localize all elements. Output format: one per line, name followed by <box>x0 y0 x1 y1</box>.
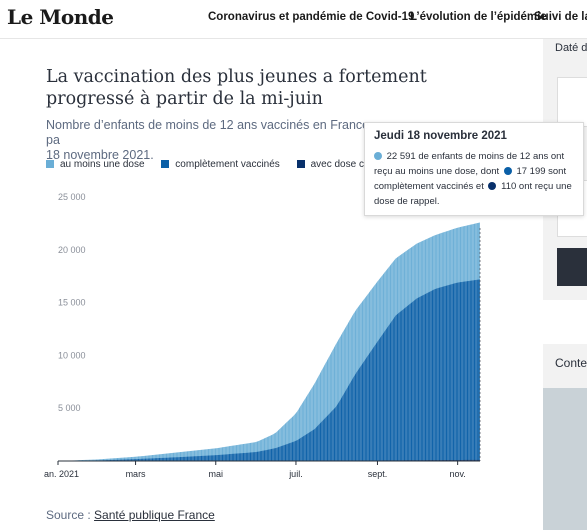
source-label: Source : <box>46 508 91 522</box>
nav-link-covid[interactable]: Coronavirus et pandémie de Covid-19 <box>208 11 415 23</box>
legend-item[interactable]: au moins une dose <box>46 159 145 170</box>
chart-subtitle: Nombre d’enfants de moins de 12 ans vacc… <box>46 118 376 163</box>
area-series-1[interactable] <box>58 279 480 461</box>
sidebar-thumbnail[interactable] <box>543 388 587 530</box>
chart-title: La vaccination des plus jeunes a forteme… <box>46 67 427 109</box>
dot-icon <box>488 182 497 190</box>
chart-legend: au moins une dose complètement vaccinés … <box>46 159 378 170</box>
sidebar-card[interactable] <box>557 77 587 127</box>
x-tick-label: an. 2021 <box>44 469 79 479</box>
x-tick-label: mars <box>126 469 146 479</box>
nav-link-suivi[interactable]: Suivi de la v <box>534 11 587 23</box>
legend-swatch <box>296 160 305 168</box>
dot-icon <box>503 167 512 175</box>
y-tick-label: 5 000 <box>58 403 81 413</box>
y-tick-label: 15 000 <box>58 298 86 308</box>
tooltip-part1: 22 591 de enfants de moins de 12 ans ont… <box>374 151 565 177</box>
legend-swatch <box>161 160 170 168</box>
x-tick-label: nov. <box>449 469 465 479</box>
tooltip-title: Jeudi 18 novembre 2021 <box>374 130 507 142</box>
sidebar-button[interactable] <box>557 248 587 286</box>
x-tick-label: sept. <box>368 469 388 479</box>
dot-icon <box>374 152 382 160</box>
sidebar-separator <box>543 300 587 344</box>
chart-tooltip: Jeudi 18 novembre 2021 22 591 de enfants… <box>364 122 584 216</box>
tooltip-body: 22 591 de enfants de moins de 12 ans ont… <box>374 149 578 209</box>
x-tick-label: mai <box>208 469 223 479</box>
tooltip-part3: 110 ont reçu une dose de rappel. <box>374 181 572 207</box>
le-monde-logo[interactable]: Le Monde <box>7 5 114 29</box>
nav-link-epidemie[interactable]: L’évolution de l’épidémie <box>410 11 547 23</box>
x-axis-ticks: an. 2021 mars mai juil. sept. nov. <box>44 461 466 479</box>
chart-areas <box>58 222 480 461</box>
chart-source: Source : Santé publique France <box>46 508 215 522</box>
y-axis-ticks: 5 000 10 000 15 000 20 000 25 000 <box>58 192 86 413</box>
chart-subtitle-line: Nombre d’enfants de moins de 12 ans vacc… <box>46 118 370 147</box>
site-header: Le Monde Coronavirus et pandémie de Covi… <box>0 0 587 39</box>
legend-label: au moins une dose <box>60 159 145 170</box>
y-tick-label: 10 000 <box>58 350 86 360</box>
legend-label: avec dose c <box>310 159 364 170</box>
legend-item[interactable]: complètement vaccinés <box>161 159 280 170</box>
x-tick-label: juil. <box>288 469 303 479</box>
legend-label: complètement vaccinés <box>175 159 280 170</box>
chart-bar-texture <box>59 197 480 461</box>
vaccination-area-chart[interactable]: 5 000 10 000 15 000 20 000 25 000 an. 2021 ma… <box>0 0 543 500</box>
chart-subtitle-line: 18 novembre 2021. <box>46 148 154 162</box>
sidebar-content-label: Conte <box>555 356 587 370</box>
tooltip-part2: 17 199 sont complètement vaccinés et <box>374 166 567 192</box>
sidebar-date-label: Daté d <box>555 42 587 54</box>
legend-item[interactable]: avec dose c <box>296 159 364 170</box>
legend-swatch <box>46 160 54 168</box>
y-tick-label: 20 000 <box>58 245 86 255</box>
source-link[interactable]: Santé publique France <box>94 508 215 522</box>
y-tick-label: 25 000 <box>58 192 86 202</box>
